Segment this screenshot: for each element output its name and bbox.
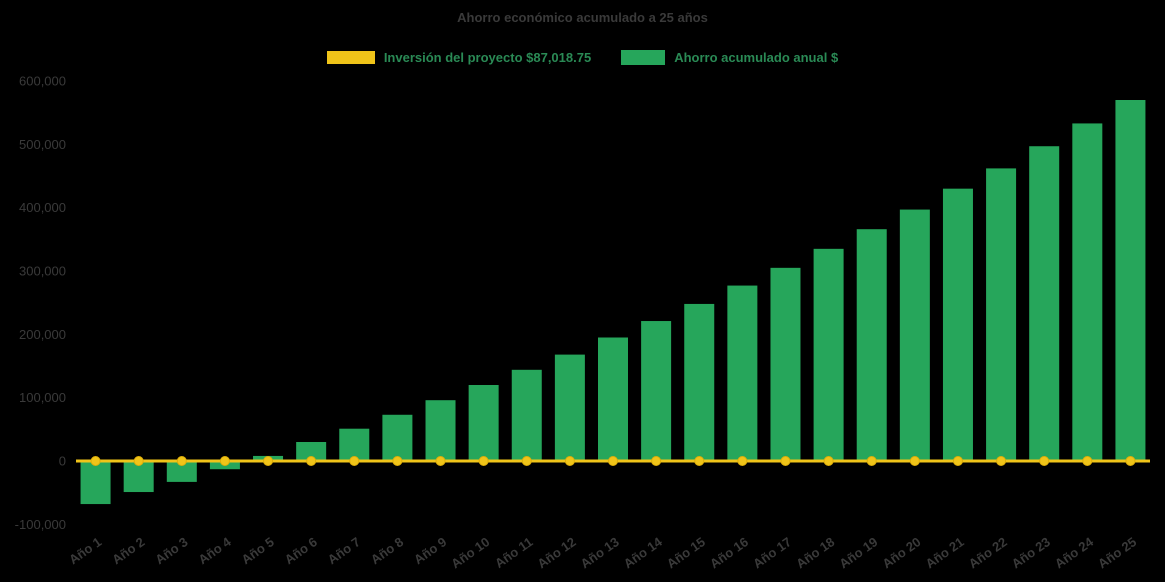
x-tick-label: Año 24 [1052,534,1097,572]
bar [554,354,585,461]
investment-line-marker [392,456,403,466]
bar [1029,146,1060,461]
x-tick-label: Año 11 [492,534,536,571]
bar [684,303,715,461]
y-tick-label: 600,000 [19,74,66,89]
investment-line-marker [780,456,791,466]
investment-line-marker [952,456,963,466]
investment-line-marker [1125,456,1136,466]
bar [598,337,628,461]
y-tick-label: 500,000 [19,137,66,152]
bar [339,428,370,461]
bar [382,414,413,461]
bar [770,267,801,461]
bar [942,188,973,461]
bar [425,400,456,461]
x-tick-label: Año 5 [239,534,277,567]
investment-line-marker [306,456,317,466]
x-tick-label: Año 3 [152,534,190,567]
investment-line-marker [176,456,187,466]
green-bar-swatch-icon [621,50,666,65]
x-tick-label: Año 16 [707,534,751,571]
bar [511,369,542,461]
investment-line-marker [737,456,748,466]
x-tick-label: Año 17 [750,534,794,571]
y-tick-label: 0 [59,454,66,469]
chart-title: Ahorro económico acumulado a 25 años [457,10,708,25]
legend-label-ahorro: Ahorro acumulado anual $ [674,50,839,65]
bar [727,285,758,461]
investment-line-marker [694,456,705,466]
x-tick-label: Año 1 [66,534,104,567]
investment-line-marker [823,456,834,466]
legend-item-ahorro[interactable]: Ahorro acumulado anual $ [621,50,838,65]
investment-line-marker [909,456,920,466]
investment-line-marker [608,456,618,466]
y-tick-label: 100,000 [19,390,66,405]
investment-line-marker [478,456,489,466]
yellow-line-swatch-icon [326,51,375,64]
bar [986,168,1017,461]
bar [296,442,327,461]
x-tick-label: Año 25 [1095,534,1139,571]
investment-line-marker [349,456,360,466]
investment-line-marker [996,456,1007,466]
x-tick-label: Año 7 [325,534,363,567]
x-tick-label: Año 14 [621,534,666,572]
x-tick-label: Año 12 [534,534,578,571]
legend-item-inversion[interactable]: Inversión del proyecto $87,018.75 [326,50,592,65]
bar [166,461,197,482]
bar [856,229,887,461]
x-tick-label: Año 22 [966,534,1010,571]
y-tick-label: 200,000 [19,327,66,342]
y-tick-label: 400,000 [19,200,66,215]
x-tick-label: Año 18 [793,534,837,571]
investment-line-marker [90,456,101,466]
y-tick-label: -100,000 [15,517,66,532]
x-tick-label: Año 21 [923,534,967,571]
x-tick-label: Año 19 [836,534,880,571]
x-tick-label: Año 2 [109,534,147,567]
bar [80,461,111,505]
bar [641,321,672,461]
investment-line-marker [866,456,877,466]
bar [1115,100,1146,461]
investment-line-marker [521,456,532,466]
investment-line-marker [1082,456,1093,466]
x-tick-label: Año 9 [411,534,449,567]
x-tick-label: Año 15 [664,534,708,571]
investment-line-marker [133,456,144,466]
x-tick-label: Año 6 [282,534,320,567]
bar [123,461,154,493]
x-tick-label: Año 13 [578,534,622,571]
investment-line-marker [1039,456,1050,466]
investment-line-marker [263,456,274,466]
x-tick-label: Año 23 [1009,534,1053,571]
y-tick-label: 300,000 [19,264,66,279]
bar [468,385,499,461]
bar [899,209,930,461]
x-tick-label: Año 4 [195,534,234,567]
legend: Inversión del proyecto $87,018.75 Ahorro… [0,50,1165,65]
x-tick-label: Año 20 [879,534,923,571]
bar [1072,123,1103,461]
investment-line-marker [219,456,230,466]
legend-label-inversion: Inversión del proyecto $87,018.75 [383,50,592,65]
x-tick-label: Año 8 [368,534,406,567]
investment-line-marker [651,456,662,466]
investment-line-marker [435,456,446,466]
x-tick-label: Año 10 [448,534,492,571]
bar [813,248,844,461]
investment-line-marker [564,456,575,466]
